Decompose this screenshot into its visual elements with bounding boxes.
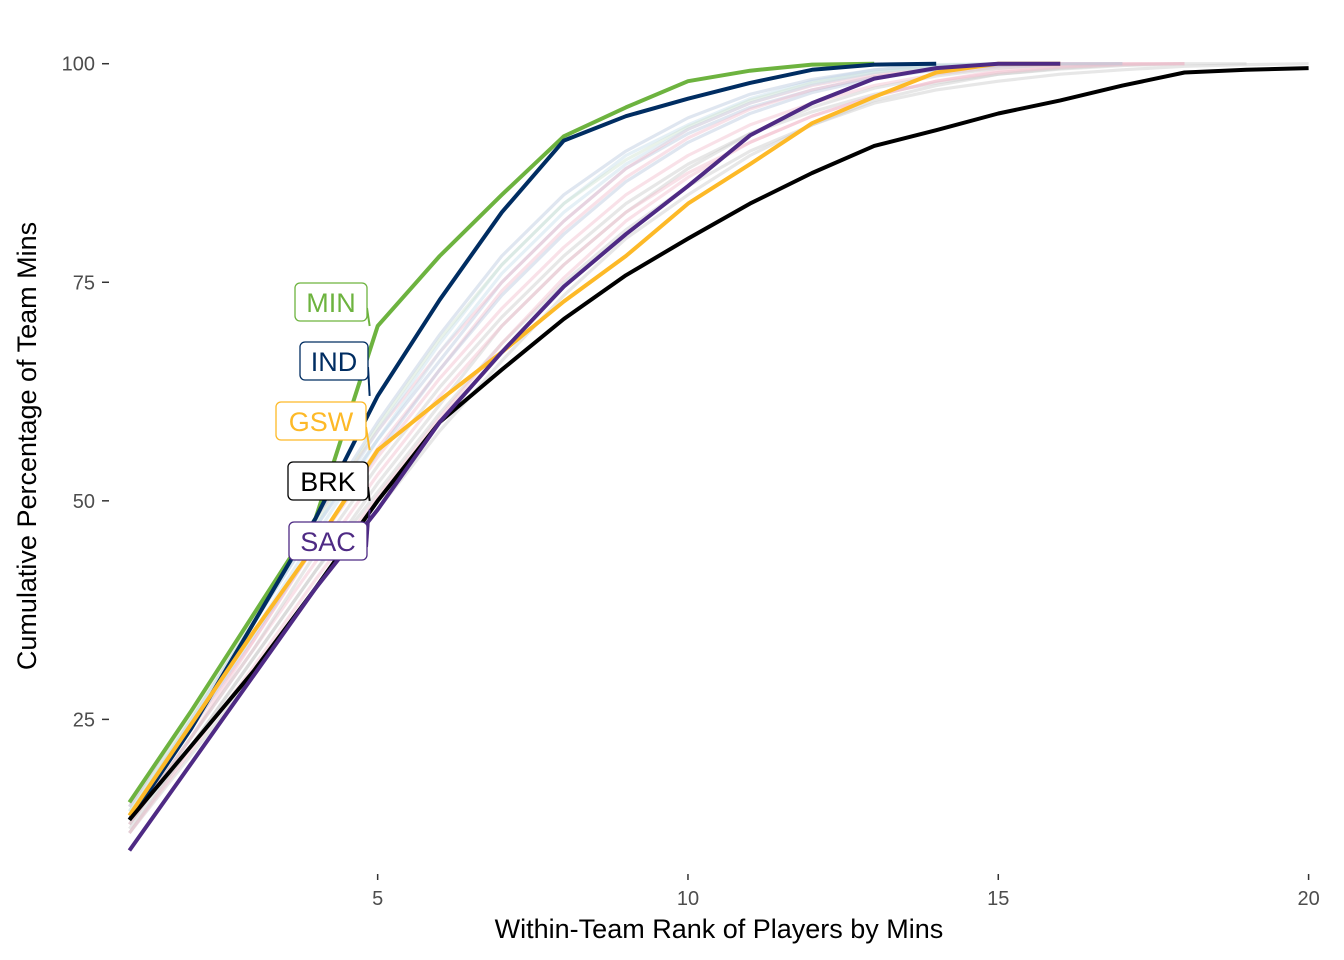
y-tick-label: 25 xyxy=(73,709,95,731)
y-axis-title: Cumulative Percentage of Team Mins xyxy=(12,222,42,670)
background-team-line xyxy=(128,62,999,813)
team-label-min: MIN xyxy=(306,288,356,318)
team-label-box xyxy=(287,461,369,501)
team-label-box xyxy=(288,521,368,561)
background-team-line xyxy=(128,62,1123,826)
x-axis: 5 10 15 20 xyxy=(372,874,1320,910)
y-tick-label: 75 xyxy=(73,272,95,294)
team-label-box xyxy=(275,401,367,441)
background-team-line xyxy=(128,62,1185,826)
y-axis: 25 50 75 100 xyxy=(62,54,109,731)
background-team-line xyxy=(128,62,1061,808)
background-team-lines xyxy=(128,62,1309,834)
highlighted-team-lines xyxy=(127,61,1309,852)
x-axis-title: Within-Team Rank of Players by Mins xyxy=(495,914,944,944)
series-line-sac xyxy=(127,61,1061,852)
y-tick-label: 50 xyxy=(73,491,95,513)
team-label-ind: IND xyxy=(311,347,358,377)
team-label-sac: SAC xyxy=(300,527,356,557)
series-line-min xyxy=(127,61,875,804)
team-labels: MIN IND GSW BRK SAC xyxy=(275,282,371,561)
team-label-box xyxy=(299,341,369,381)
background-team-line xyxy=(128,62,1247,830)
background-team-line xyxy=(128,62,1061,817)
team-label-gsw: GSW xyxy=(289,407,354,437)
series-line-gsw xyxy=(127,61,1061,817)
x-tick-label: 20 xyxy=(1297,888,1319,910)
x-tick-label: 10 xyxy=(677,888,699,910)
x-tick-label: 15 xyxy=(987,888,1009,910)
background-team-line xyxy=(128,62,1185,834)
background-team-line xyxy=(128,62,999,813)
background-team-line xyxy=(128,62,1309,834)
y-tick-label: 100 xyxy=(62,54,95,76)
team-label-box xyxy=(294,282,368,322)
background-team-line xyxy=(128,62,1185,834)
series-line-brk xyxy=(127,66,1309,822)
team-label-brk: BRK xyxy=(300,467,356,497)
series-line-ind xyxy=(127,61,937,822)
x-tick-label: 5 xyxy=(372,888,383,910)
